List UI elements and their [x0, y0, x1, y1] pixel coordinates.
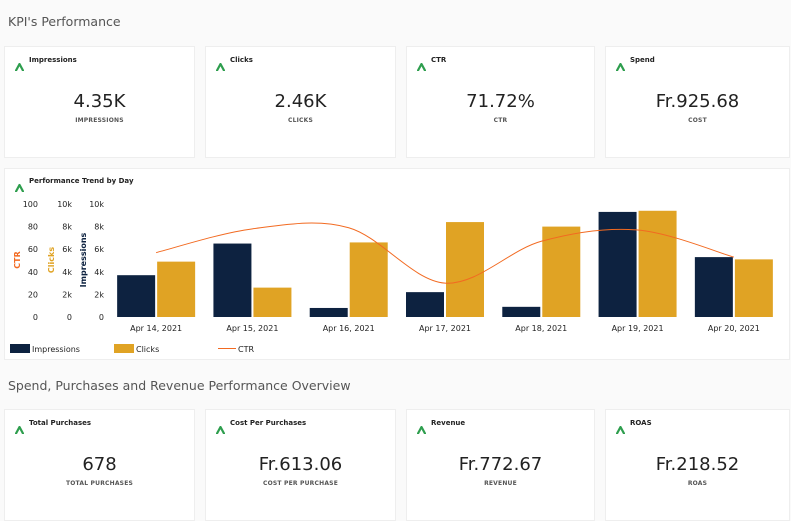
kpi-caption: CTR: [493, 117, 508, 124]
card-title: Clicks: [230, 56, 253, 64]
card-title: CTR: [431, 56, 447, 64]
kpi-card-impressions: Impressions 4.35K IMPRESSIONS: [4, 46, 195, 158]
kpi-value: Fr.925.68: [655, 91, 740, 112]
trend-card-title: Performance Trend by Day: [29, 177, 134, 185]
google-ads-icon: [416, 56, 427, 72]
google-ads-icon: [215, 56, 226, 72]
google-ads-icon: [14, 56, 25, 72]
kpi-card-ctr: CTR 71.72% CTR: [406, 46, 595, 158]
card-title: Impressions: [29, 56, 77, 64]
spend-card-cost-per-purchases: Cost Per Purchases Fr.613.06 COST PER PURC…: [205, 409, 396, 521]
kpi-caption: IMPRESSIONS: [75, 117, 124, 124]
card-title: Spend: [630, 56, 655, 64]
kpi-value: 2.46K: [274, 91, 327, 112]
spend-section-title: Spend, Purchases and Revenue Performance…: [8, 378, 351, 393]
kpi-value: Fr.218.52: [655, 454, 740, 475]
kpi-card-spend: Spend Fr.925.68 COST: [605, 46, 790, 158]
spend-card-total-purchases: Total Purchases 678 TOTAL PURCHASES: [4, 409, 195, 521]
google-ads-icon: [14, 419, 25, 435]
kpi-caption: CLICKS: [287, 117, 314, 124]
kpi-caption: REVENUE: [484, 480, 517, 487]
spend-card-revenue: Revenue Fr.772.67 REVENUE: [406, 409, 595, 521]
performance-trend-card: Performance Trend by Day: [4, 168, 790, 360]
spend-card-roas: ROAS Fr.218.52 ROAS: [605, 409, 790, 521]
google-ads-icon: [215, 419, 226, 435]
kpi-value: 4.35K: [73, 91, 126, 112]
google-ads-icon: [416, 419, 427, 435]
kpi-caption: COST: [688, 117, 707, 124]
google-ads-icon: [615, 419, 626, 435]
kpi-card-clicks: Clicks 2.46K CLICKS: [205, 46, 396, 158]
kpi-value: Fr.772.67: [458, 454, 543, 475]
google-ads-icon: [615, 56, 626, 72]
kpi-value: Fr.613.06: [258, 454, 343, 475]
kpi-section-title: KPI's Performance: [8, 14, 121, 29]
kpi-caption: COST PER PURCHASE: [263, 480, 338, 487]
kpi-caption: ROAS: [687, 480, 708, 487]
card-title: Total Purchases: [29, 419, 92, 427]
card-title: ROAS: [630, 419, 652, 427]
kpi-value: 71.72%: [466, 91, 535, 112]
kpi-caption: TOTAL PURCHASES: [65, 480, 134, 487]
card-title: Revenue: [431, 419, 466, 427]
kpi-value: 678: [82, 454, 117, 475]
card-title: Cost Per Purchases: [230, 419, 307, 427]
google-ads-icon: [14, 177, 25, 193]
